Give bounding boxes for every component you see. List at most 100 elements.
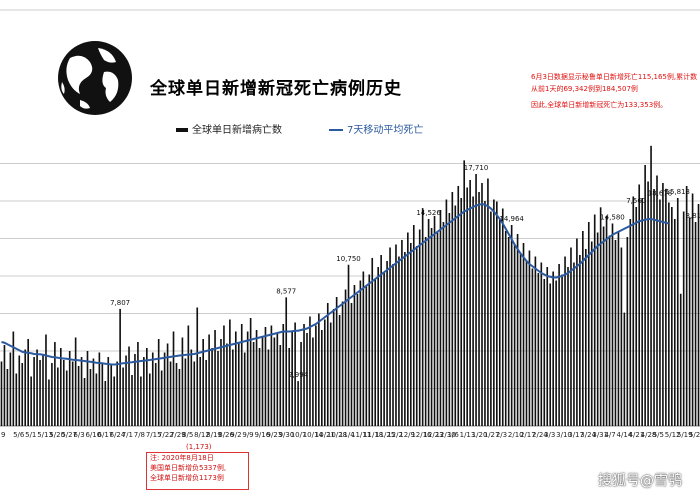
bar-212 (629, 219, 632, 426)
bar-234 (694, 222, 697, 426)
bar-125 (371, 258, 374, 426)
bar-169 (501, 208, 504, 426)
bar-6 (18, 355, 21, 426)
bar-149 (442, 222, 445, 426)
bar-211 (626, 237, 629, 426)
bar-116 (344, 289, 347, 426)
bar-62 (184, 358, 187, 426)
bar-68 (202, 339, 204, 426)
data-label-1: 8,577 (276, 287, 296, 295)
bar-201 (596, 232, 599, 426)
x-tick-label-20: 9/9 (242, 431, 253, 439)
x-tick-label-55: 5/12 (665, 431, 681, 439)
bar-43 (128, 346, 130, 426)
bar-28 (83, 378, 86, 426)
bar-133 (395, 244, 397, 426)
bar-223 (662, 183, 664, 426)
bar-50 (148, 373, 151, 426)
x-tick-label-54: 5/5 (653, 431, 664, 439)
legend-bar-swatch (176, 128, 188, 132)
bar-206 (611, 223, 614, 426)
bar-101 (300, 342, 302, 426)
x-tick-label-7: 6/10 (85, 431, 101, 439)
bar-137 (407, 232, 409, 426)
bar-147 (436, 232, 439, 426)
bar-48 (143, 357, 145, 426)
bar-127 (377, 267, 379, 426)
bar-150 (445, 199, 448, 426)
x-tick-label-19: 9/2 (230, 431, 241, 439)
peru-note: 6月3日数据显示秘鲁单日新增死亡115,165例,累计数从前1天的69,342例… (531, 72, 699, 117)
bar-54 (160, 370, 163, 426)
x-tick-label-28: 11/4 (339, 431, 355, 439)
x-tick-label-36: 12/30 (435, 431, 455, 439)
bar-69 (205, 360, 207, 426)
bar-195 (579, 255, 581, 426)
bar-168 (498, 219, 501, 426)
bar-17 (51, 363, 53, 426)
bar-72 (214, 330, 216, 426)
x-tick-label-47: 3/17 (568, 431, 584, 439)
x-tick-label-15: 8/5 (182, 431, 193, 439)
x-tick-label-51: 4/14 (617, 431, 633, 439)
bar-174 (516, 234, 519, 426)
data-label-3: 10,750 (336, 255, 361, 263)
bar-97 (288, 348, 291, 426)
bar-171 (507, 237, 510, 426)
bar-117 (347, 264, 350, 426)
bar-1 (3, 345, 6, 426)
legend-line-label: 7天移动平均死亡 (347, 125, 424, 136)
x-tick-label-2: 5/1 (25, 431, 36, 439)
bar-81 (240, 324, 243, 426)
bar-225 (668, 202, 670, 426)
x-tick-label-39: 1/20 (472, 431, 488, 439)
data-label-0: 7,807 (110, 299, 130, 307)
bar-142 (421, 208, 424, 426)
bar-29 (86, 351, 89, 426)
bar-191 (567, 267, 569, 426)
bar-104 (309, 316, 311, 426)
bar-228 (676, 198, 679, 426)
bar-96 (285, 297, 288, 426)
bar-213 (632, 196, 635, 426)
bar-14 (42, 354, 44, 426)
bar-139 (412, 225, 415, 426)
x-tick-label-18: 8/26 (218, 431, 234, 439)
bar-130 (386, 261, 388, 426)
bar-167 (496, 201, 498, 426)
x-tick-label-48: 3/24 (580, 431, 596, 439)
bar-5 (15, 373, 18, 426)
bar-79 (234, 331, 237, 426)
bar-118 (350, 303, 353, 426)
bar-73 (217, 351, 219, 426)
bar-203 (602, 226, 605, 426)
x-axis-tick-labels: 9 5/6 5/1 5/135/205/276/3 6/106/176/247/1 7/8… (1, 431, 700, 439)
bar-51 (151, 352, 154, 426)
bar-151 (448, 213, 451, 426)
x-tick-label-17: 8/19 (206, 431, 222, 439)
bar-189 (561, 274, 563, 426)
bar-59 (175, 363, 178, 426)
bar-119 (353, 285, 356, 426)
us-negative-note: 注: 2020年8月18日 美国单日新增负5337例, 全球单日新增负1173例 (146, 452, 249, 490)
bar-160 (475, 174, 477, 426)
bar-19 (57, 367, 59, 426)
bar-144 (427, 219, 430, 426)
bar-40 (119, 308, 121, 426)
x-tick-label-32: 12/2 (387, 431, 403, 439)
x-tick-label-25: 10/14 (303, 431, 324, 439)
x-tick-label-38: 1/13 (460, 431, 476, 439)
bar-152 (451, 192, 454, 426)
bar-131 (389, 247, 391, 426)
bar-86 (255, 330, 258, 426)
bar-58 (172, 331, 175, 426)
bar-146 (433, 216, 436, 426)
bar-123 (365, 286, 368, 426)
x-tick-label-14: 7/29 (170, 431, 186, 439)
bar-12 (36, 349, 38, 426)
bar-88 (261, 336, 264, 426)
bar-60 (178, 369, 181, 426)
bar-49 (146, 348, 148, 426)
bar-192 (570, 247, 572, 426)
